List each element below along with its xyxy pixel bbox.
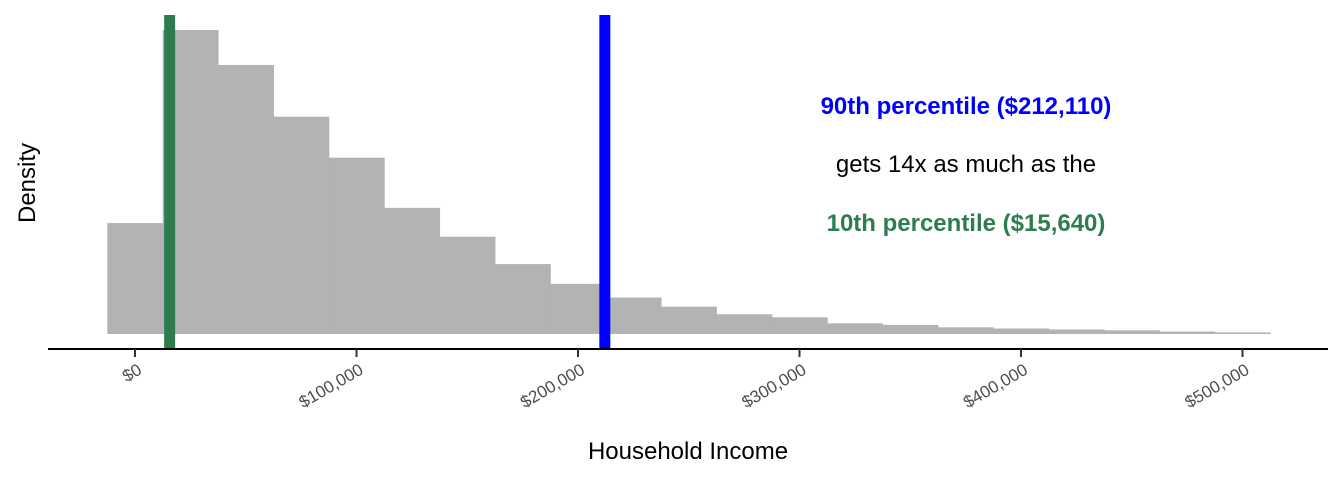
histogram-bars [107, 30, 1271, 335]
histogram-bar [1104, 330, 1160, 334]
histogram-bar [1159, 331, 1216, 334]
x-tick-label: $500,000 [1182, 360, 1253, 412]
x-axis-ticks [134, 349, 1244, 357]
histogram-bar [1214, 332, 1271, 334]
histogram-bar [1048, 329, 1105, 334]
annotation-10th-percentile: 10th percentile ($15,640) [827, 210, 1106, 237]
y-axis-title: Density [14, 143, 41, 223]
x-tick-label: $400,000 [960, 360, 1031, 412]
histogram-bar [439, 236, 496, 334]
histogram-bar [716, 314, 773, 334]
x-tick-label: $0 [119, 360, 145, 386]
histogram-bar [771, 317, 828, 334]
histogram-bar [328, 157, 385, 334]
histogram-bar [107, 223, 164, 334]
annotation-comparison: gets 14x as much as the [836, 151, 1096, 178]
histogram-bar [993, 328, 1050, 334]
histogram-bar [384, 207, 441, 334]
histogram-bar [273, 116, 330, 334]
histogram-bar [218, 64, 274, 335]
annotation-90th-percentile: 90th percentile ($212,110) [821, 93, 1112, 120]
percentile-lines [164, 15, 611, 349]
x-axis-tick-labels: $0 $100,000 $200,000 $300,000 $400,000 $500,0… [119, 360, 1252, 412]
histogram-bar [937, 327, 994, 334]
histogram-bar [605, 297, 662, 334]
x-axis-title: Household Income [588, 438, 788, 465]
histogram-bar [494, 264, 551, 334]
histogram-bar [827, 323, 884, 334]
x-tick-label: $200,000 [517, 360, 588, 412]
histogram-bar [882, 324, 939, 334]
x-tick-label: $100,000 [296, 360, 367, 412]
histogram-bar [550, 283, 607, 334]
x-tick-label: $300,000 [739, 360, 810, 412]
histogram-bar [661, 306, 717, 334]
